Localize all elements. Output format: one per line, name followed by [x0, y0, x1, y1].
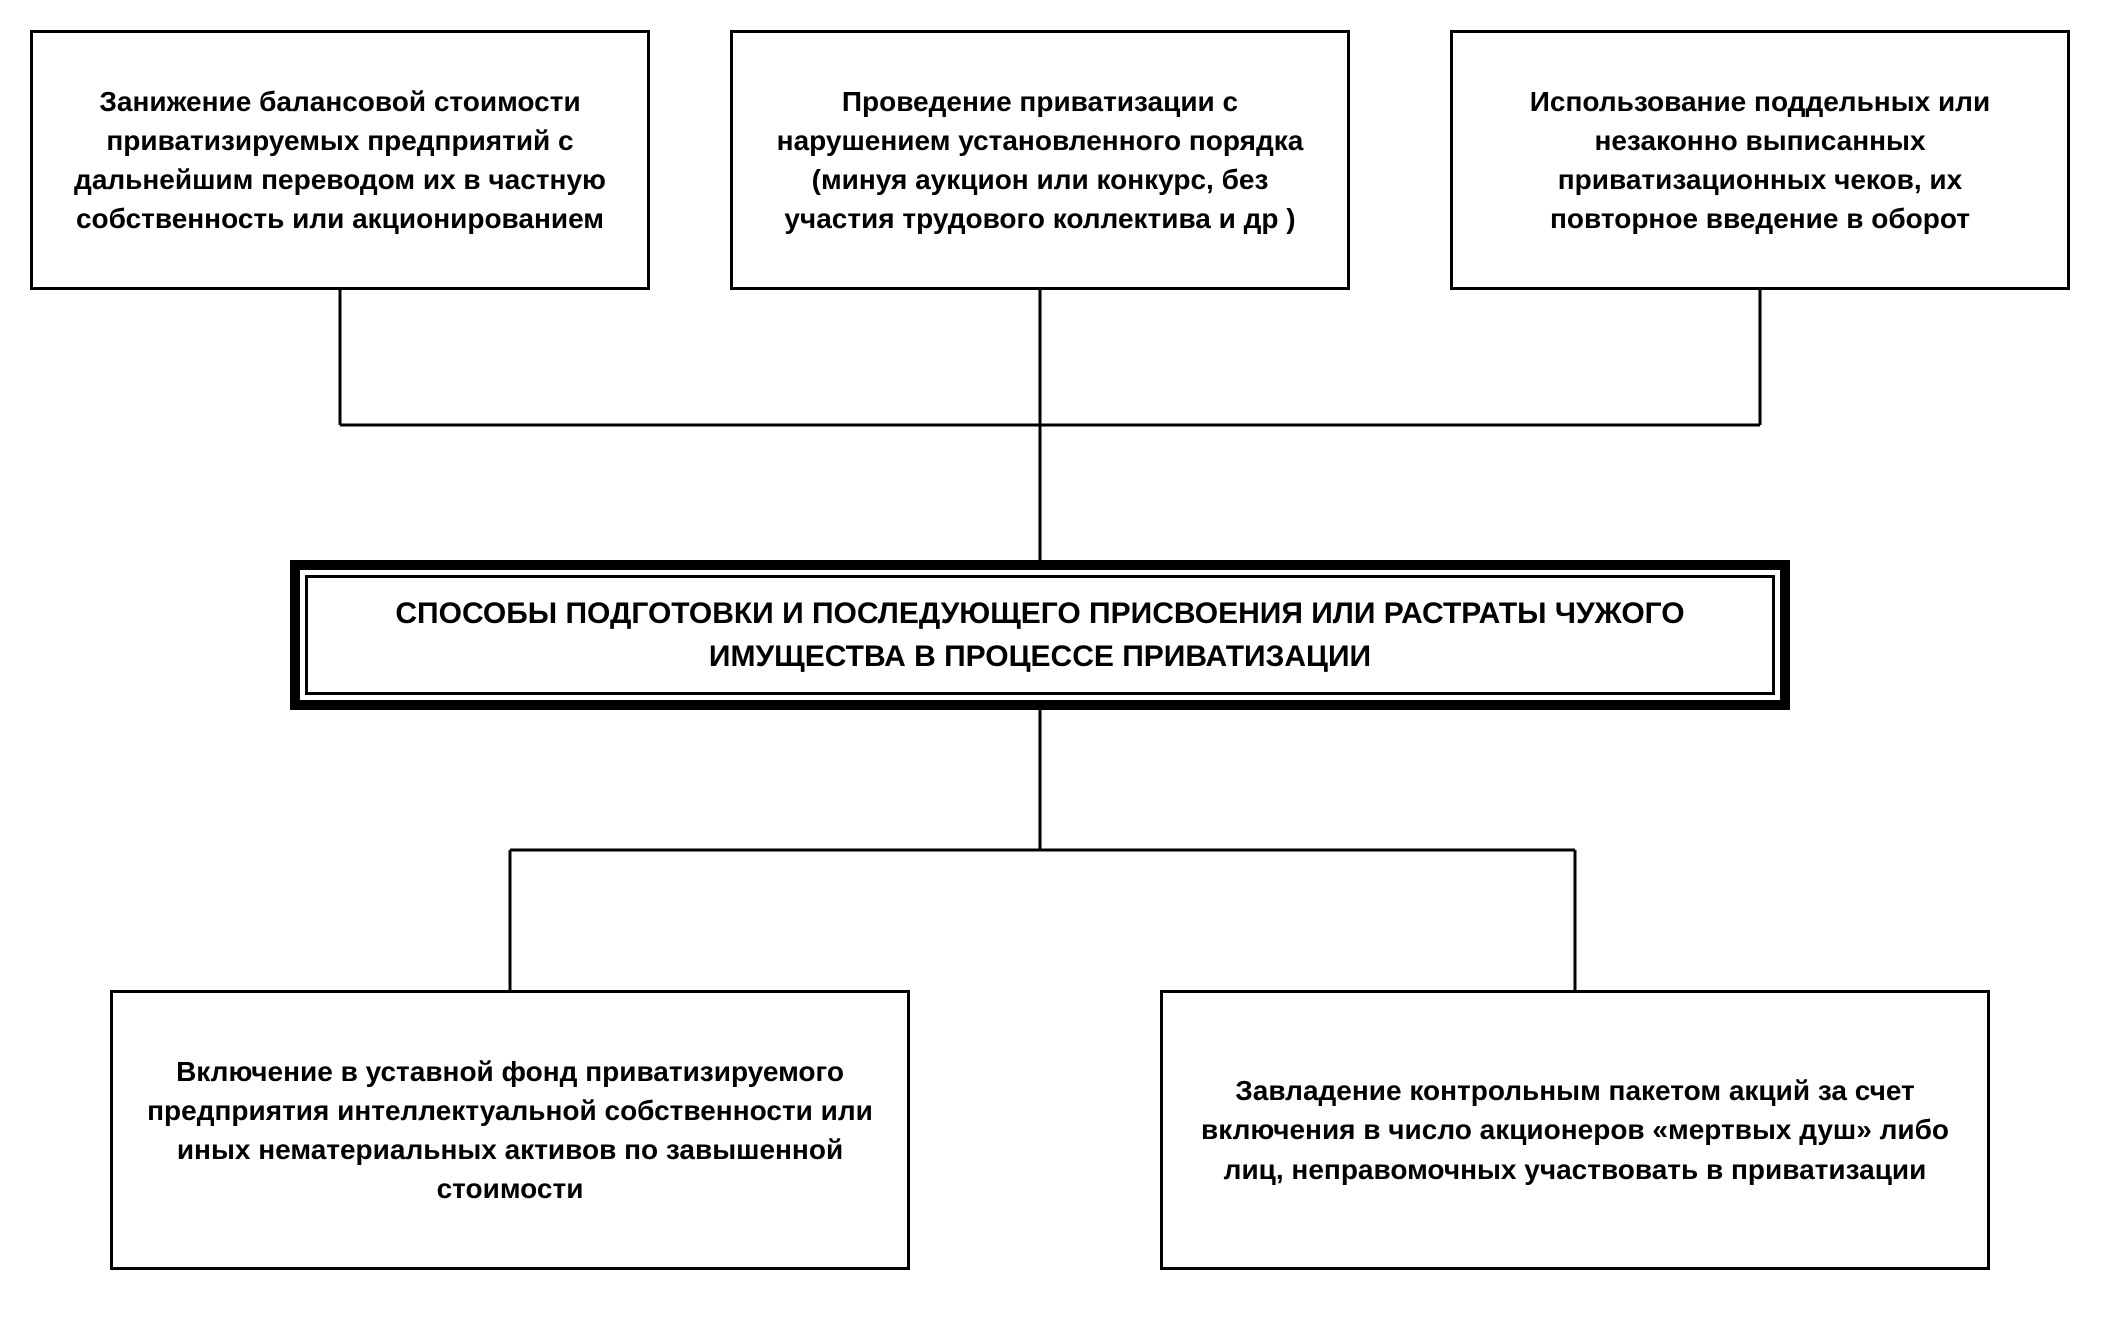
- center-title-text: СПОСОБЫ ПОДГОТОВКИ И ПОСЛЕДУЮЩЕГО ПРИСВО…: [340, 592, 1740, 679]
- node-text: Использование поддельных или незаконно в…: [1481, 82, 2039, 239]
- node-top-left: Занижение балансовой стоимости приватизи…: [30, 30, 650, 290]
- node-text: Включение в уставной фонд приватизируемо…: [141, 1052, 879, 1209]
- node-top-middle: Проведение приватизации с нарушением уст…: [730, 30, 1350, 290]
- node-text: Занижение балансовой стоимости приватизи…: [61, 82, 619, 239]
- node-text: Завладение контрольным пакетом акций за …: [1191, 1071, 1959, 1189]
- node-bottom-left: Включение в уставной фонд приватизируемо…: [110, 990, 910, 1270]
- node-bottom-right: Завладение контрольным пакетом акций за …: [1160, 990, 1990, 1270]
- node-top-right: Использование поддельных или незаконно в…: [1450, 30, 2070, 290]
- node-center-title: СПОСОБЫ ПОДГОТОВКИ И ПОСЛЕДУЮЩЕГО ПРИСВО…: [290, 560, 1790, 710]
- node-text: Проведение приватизации с нарушением уст…: [761, 82, 1319, 239]
- privatization-methods-diagram: Занижение балансовой стоимости приватизи…: [30, 30, 2079, 1303]
